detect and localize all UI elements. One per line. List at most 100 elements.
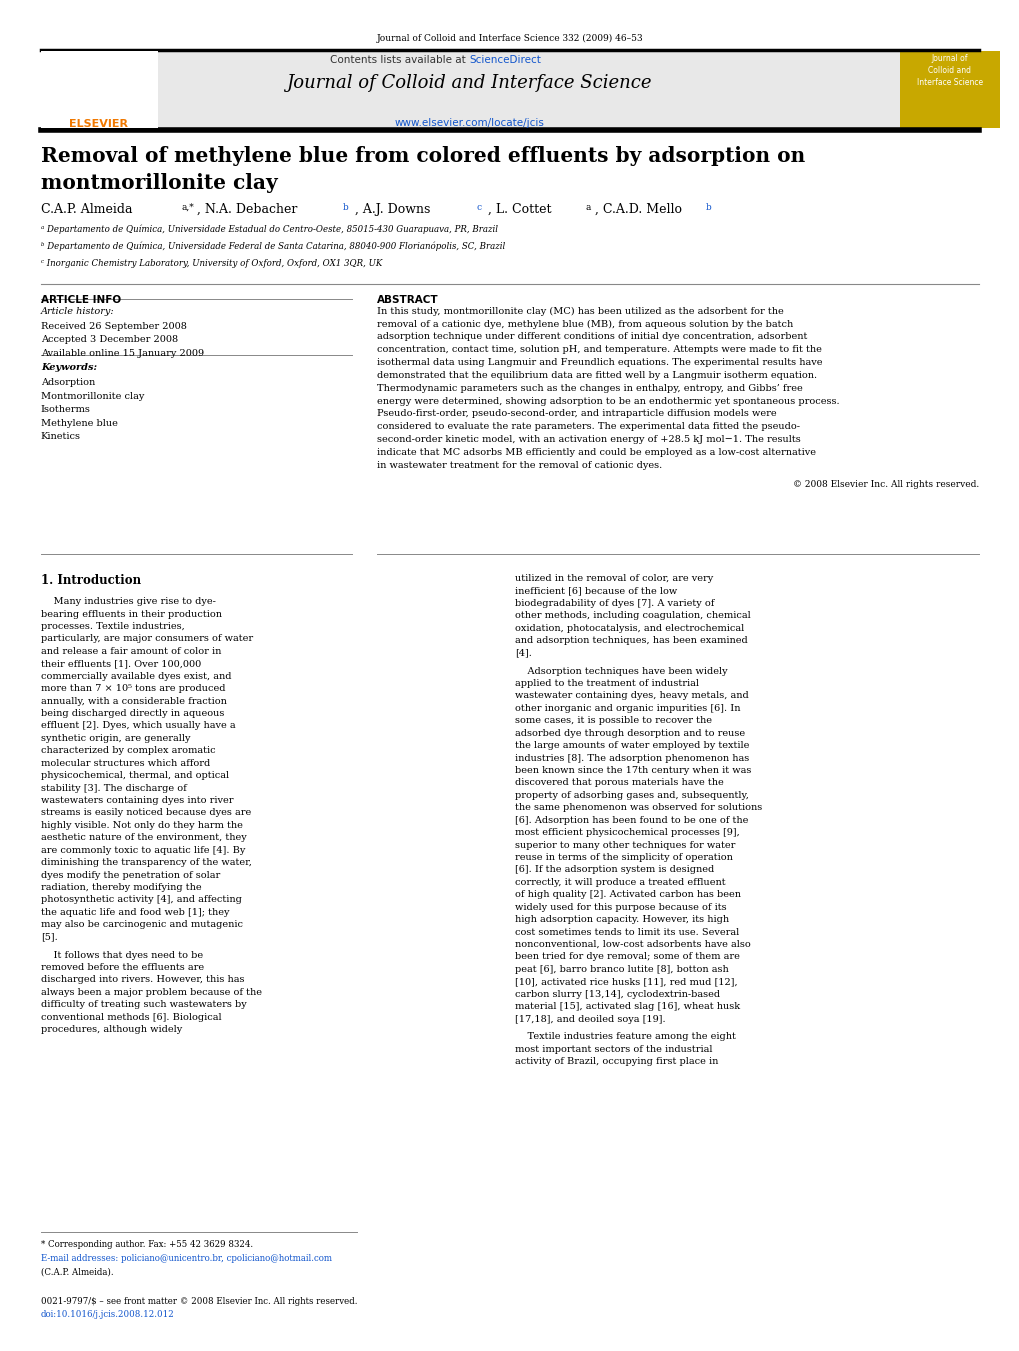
Text: Journal of
Colloid and
Interface Science: Journal of Colloid and Interface Science bbox=[916, 54, 981, 86]
Text: the aquatic life and food web [1]; they: the aquatic life and food web [1]; they bbox=[41, 908, 229, 917]
Text: cost sometimes tends to limit its use. Several: cost sometimes tends to limit its use. S… bbox=[515, 928, 739, 936]
Text: Keywords:: Keywords: bbox=[41, 363, 97, 373]
FancyBboxPatch shape bbox=[899, 51, 999, 128]
Text: peat [6], barro branco lutite [8], botton ash: peat [6], barro branco lutite [8], botto… bbox=[515, 965, 729, 974]
Text: processes. Textile industries,: processes. Textile industries, bbox=[41, 621, 184, 631]
Text: some cases, it is possible to recover the: some cases, it is possible to recover th… bbox=[515, 716, 711, 725]
Text: ᵃ Departamento de Química, Universidade Estadual do Centro-Oeste, 85015-430 Guar: ᵃ Departamento de Química, Universidade … bbox=[41, 224, 497, 234]
Text: aesthetic nature of the environment, they: aesthetic nature of the environment, the… bbox=[41, 834, 247, 842]
Text: utilized in the removal of color, are very: utilized in the removal of color, are ve… bbox=[515, 574, 712, 584]
Text: most important sectors of the industrial: most important sectors of the industrial bbox=[515, 1044, 712, 1054]
Text: , A.J. Downs: , A.J. Downs bbox=[355, 203, 430, 216]
Text: (C.A.P. Almeida).: (C.A.P. Almeida). bbox=[41, 1267, 113, 1277]
Text: © 2008 Elsevier Inc. All rights reserved.: © 2008 Elsevier Inc. All rights reserved… bbox=[792, 480, 978, 489]
Text: being discharged directly in aqueous: being discharged directly in aqueous bbox=[41, 709, 224, 717]
Text: Article history:: Article history: bbox=[41, 307, 114, 316]
Text: [4].: [4]. bbox=[515, 648, 532, 658]
Text: b: b bbox=[705, 203, 711, 212]
Text: Available online 15 January 2009: Available online 15 January 2009 bbox=[41, 349, 204, 358]
Text: Removal of methylene blue from colored effluents by adsorption on: Removal of methylene blue from colored e… bbox=[41, 146, 804, 166]
Text: Montmorillonite clay: Montmorillonite clay bbox=[41, 392, 144, 401]
Text: widely used for this purpose because of its: widely used for this purpose because of … bbox=[515, 902, 726, 912]
Text: and release a fair amount of color in: and release a fair amount of color in bbox=[41, 647, 221, 655]
Text: 1. Introduction: 1. Introduction bbox=[41, 574, 141, 588]
Text: ᶜ Inorganic Chemistry Laboratory, University of Oxford, Oxford, OX1 3QR, UK: ᶜ Inorganic Chemistry Laboratory, Univer… bbox=[41, 259, 382, 269]
Text: radiation, thereby modifying the: radiation, thereby modifying the bbox=[41, 884, 201, 892]
Text: bearing effluents in their production: bearing effluents in their production bbox=[41, 609, 221, 619]
Text: In this study, montmorillonite clay (MC) has been utilized as the adsorbent for : In this study, montmorillonite clay (MC)… bbox=[377, 307, 784, 316]
Text: doi:10.1016/j.jcis.2008.12.012: doi:10.1016/j.jcis.2008.12.012 bbox=[41, 1310, 174, 1320]
Text: adsorbed dye through desorption and to reuse: adsorbed dye through desorption and to r… bbox=[515, 728, 745, 738]
Text: photosynthetic activity [4], and affecting: photosynthetic activity [4], and affecti… bbox=[41, 896, 242, 904]
Text: reuse in terms of the simplicity of operation: reuse in terms of the simplicity of oper… bbox=[515, 852, 733, 862]
Text: energy were determined, showing adsorption to be an endothermic yet spontaneous : energy were determined, showing adsorpti… bbox=[377, 396, 840, 405]
Text: removed before the effluents are: removed before the effluents are bbox=[41, 963, 204, 971]
Text: [6]. If the adsorption system is designed: [6]. If the adsorption system is designe… bbox=[515, 866, 713, 874]
Text: discovered that porous materials have the: discovered that porous materials have th… bbox=[515, 778, 723, 788]
Text: Adsorption: Adsorption bbox=[41, 378, 95, 388]
Text: adsorption technique under different conditions of initial dye concentration, ad: adsorption technique under different con… bbox=[377, 332, 807, 342]
Text: material [15], activated slag [16], wheat husk: material [15], activated slag [16], whea… bbox=[515, 1002, 740, 1011]
Text: , L. Cottet: , L. Cottet bbox=[487, 203, 550, 216]
Text: property of adsorbing gases and, subsequently,: property of adsorbing gases and, subsequ… bbox=[515, 790, 748, 800]
Text: montmorillonite clay: montmorillonite clay bbox=[41, 173, 277, 193]
Text: are commonly toxic to aquatic life [4]. By: are commonly toxic to aquatic life [4]. … bbox=[41, 846, 245, 855]
Text: [17,18], and deoiled soya [19].: [17,18], and deoiled soya [19]. bbox=[515, 1015, 665, 1024]
Text: carbon slurry [13,14], cyclodextrin-based: carbon slurry [13,14], cyclodextrin-base… bbox=[515, 990, 719, 998]
Text: activity of Brazil, occupying first place in: activity of Brazil, occupying first plac… bbox=[515, 1058, 717, 1066]
Text: particularly, are major consumers of water: particularly, are major consumers of wat… bbox=[41, 635, 253, 643]
Text: Many industries give rise to dye-: Many industries give rise to dye- bbox=[41, 597, 215, 607]
Text: Isotherms: Isotherms bbox=[41, 405, 91, 415]
Text: 0021-9797/$ – see front matter © 2008 Elsevier Inc. All rights reserved.: 0021-9797/$ – see front matter © 2008 El… bbox=[41, 1297, 357, 1306]
Text: Adsorption techniques have been widely: Adsorption techniques have been widely bbox=[515, 666, 727, 676]
Text: Methylene blue: Methylene blue bbox=[41, 419, 117, 428]
Text: other inorganic and organic impurities [6]. In: other inorganic and organic impurities [… bbox=[515, 704, 740, 713]
Text: It follows that dyes need to be: It follows that dyes need to be bbox=[41, 951, 203, 959]
Text: [6]. Adsorption has been found to be one of the: [6]. Adsorption has been found to be one… bbox=[515, 816, 748, 824]
Text: superior to many other techniques for water: superior to many other techniques for wa… bbox=[515, 840, 735, 850]
Text: synthetic origin, are generally: synthetic origin, are generally bbox=[41, 734, 191, 743]
Text: stability [3]. The discharge of: stability [3]. The discharge of bbox=[41, 784, 186, 793]
Text: inefficient [6] because of the low: inefficient [6] because of the low bbox=[515, 586, 677, 596]
Text: been known since the 17th century when it was: been known since the 17th century when i… bbox=[515, 766, 751, 775]
Text: ScienceDirect: ScienceDirect bbox=[469, 55, 540, 65]
Text: correctly, it will produce a treated effluent: correctly, it will produce a treated eff… bbox=[515, 878, 725, 886]
Text: their effluents [1]. Over 100,000: their effluents [1]. Over 100,000 bbox=[41, 659, 201, 669]
Text: considered to evaluate the rate parameters. The experimental data fitted the pse: considered to evaluate the rate paramete… bbox=[377, 422, 800, 431]
Text: demonstrated that the equilibrium data are fitted well by a Langmuir isotherm eq: demonstrated that the equilibrium data a… bbox=[377, 370, 816, 380]
Text: a,*: a,* bbox=[181, 203, 194, 212]
Text: always been a major problem because of the: always been a major problem because of t… bbox=[41, 988, 262, 997]
Text: of high quality [2]. Activated carbon has been: of high quality [2]. Activated carbon ha… bbox=[515, 890, 741, 900]
Text: biodegradability of dyes [7]. A variety of: biodegradability of dyes [7]. A variety … bbox=[515, 598, 713, 608]
Text: Received 26 September 2008: Received 26 September 2008 bbox=[41, 322, 186, 331]
Text: c: c bbox=[476, 203, 481, 212]
Text: Accepted 3 December 2008: Accepted 3 December 2008 bbox=[41, 335, 177, 345]
FancyBboxPatch shape bbox=[41, 51, 899, 128]
Text: E-mail addresses: policiano@unicentro.br, cpoliciano@hotmail.com: E-mail addresses: policiano@unicentro.br… bbox=[41, 1254, 331, 1263]
Text: highly visible. Not only do they harm the: highly visible. Not only do they harm th… bbox=[41, 821, 243, 830]
Text: Contents lists available at: Contents lists available at bbox=[330, 55, 469, 65]
Text: most efficient physicochemical processes [9],: most efficient physicochemical processes… bbox=[515, 828, 739, 838]
Text: physicochemical, thermal, and optical: physicochemical, thermal, and optical bbox=[41, 771, 228, 780]
Text: Thermodynamic parameters such as the changes in enthalpy, entropy, and Gibbs’ fr: Thermodynamic parameters such as the cha… bbox=[377, 384, 802, 393]
Text: ARTICLE INFO: ARTICLE INFO bbox=[41, 295, 121, 304]
Text: nonconventional, low-cost adsorbents have also: nonconventional, low-cost adsorbents hav… bbox=[515, 940, 750, 948]
Text: the same phenomenon was observed for solutions: the same phenomenon was observed for sol… bbox=[515, 804, 761, 812]
Bar bbox=[41, 51, 158, 128]
Text: diminishing the transparency of the water,: diminishing the transparency of the wate… bbox=[41, 858, 252, 867]
Text: wastewater containing dyes, heavy metals, and: wastewater containing dyes, heavy metals… bbox=[515, 692, 748, 700]
Text: Pseudo-first-order, pseudo-second-order, and intraparticle diffusion models were: Pseudo-first-order, pseudo-second-order,… bbox=[377, 409, 776, 419]
Text: [5].: [5]. bbox=[41, 932, 57, 942]
Text: been tried for dye removal; some of them are: been tried for dye removal; some of them… bbox=[515, 952, 739, 962]
Text: dyes modify the penetration of solar: dyes modify the penetration of solar bbox=[41, 870, 220, 880]
Text: difficulty of treating such wastewaters by: difficulty of treating such wastewaters … bbox=[41, 1000, 247, 1009]
Text: other methods, including coagulation, chemical: other methods, including coagulation, ch… bbox=[515, 612, 750, 620]
Text: concentration, contact time, solution pH, and temperature. Attempts were made to: concentration, contact time, solution pH… bbox=[377, 345, 821, 354]
Text: characterized by complex aromatic: characterized by complex aromatic bbox=[41, 746, 215, 755]
Text: molecular structures which afford: molecular structures which afford bbox=[41, 759, 210, 767]
Text: [10], activated rice husks [11], red mud [12],: [10], activated rice husks [11], red mud… bbox=[515, 977, 737, 986]
Text: Journal of Colloid and Interface Science: Journal of Colloid and Interface Science bbox=[286, 74, 651, 92]
Text: oxidation, photocatalysis, and electrochemical: oxidation, photocatalysis, and electroch… bbox=[515, 624, 744, 632]
Text: more than 7 × 10⁵ tons are produced: more than 7 × 10⁵ tons are produced bbox=[41, 684, 225, 693]
Text: Kinetics: Kinetics bbox=[41, 432, 81, 442]
